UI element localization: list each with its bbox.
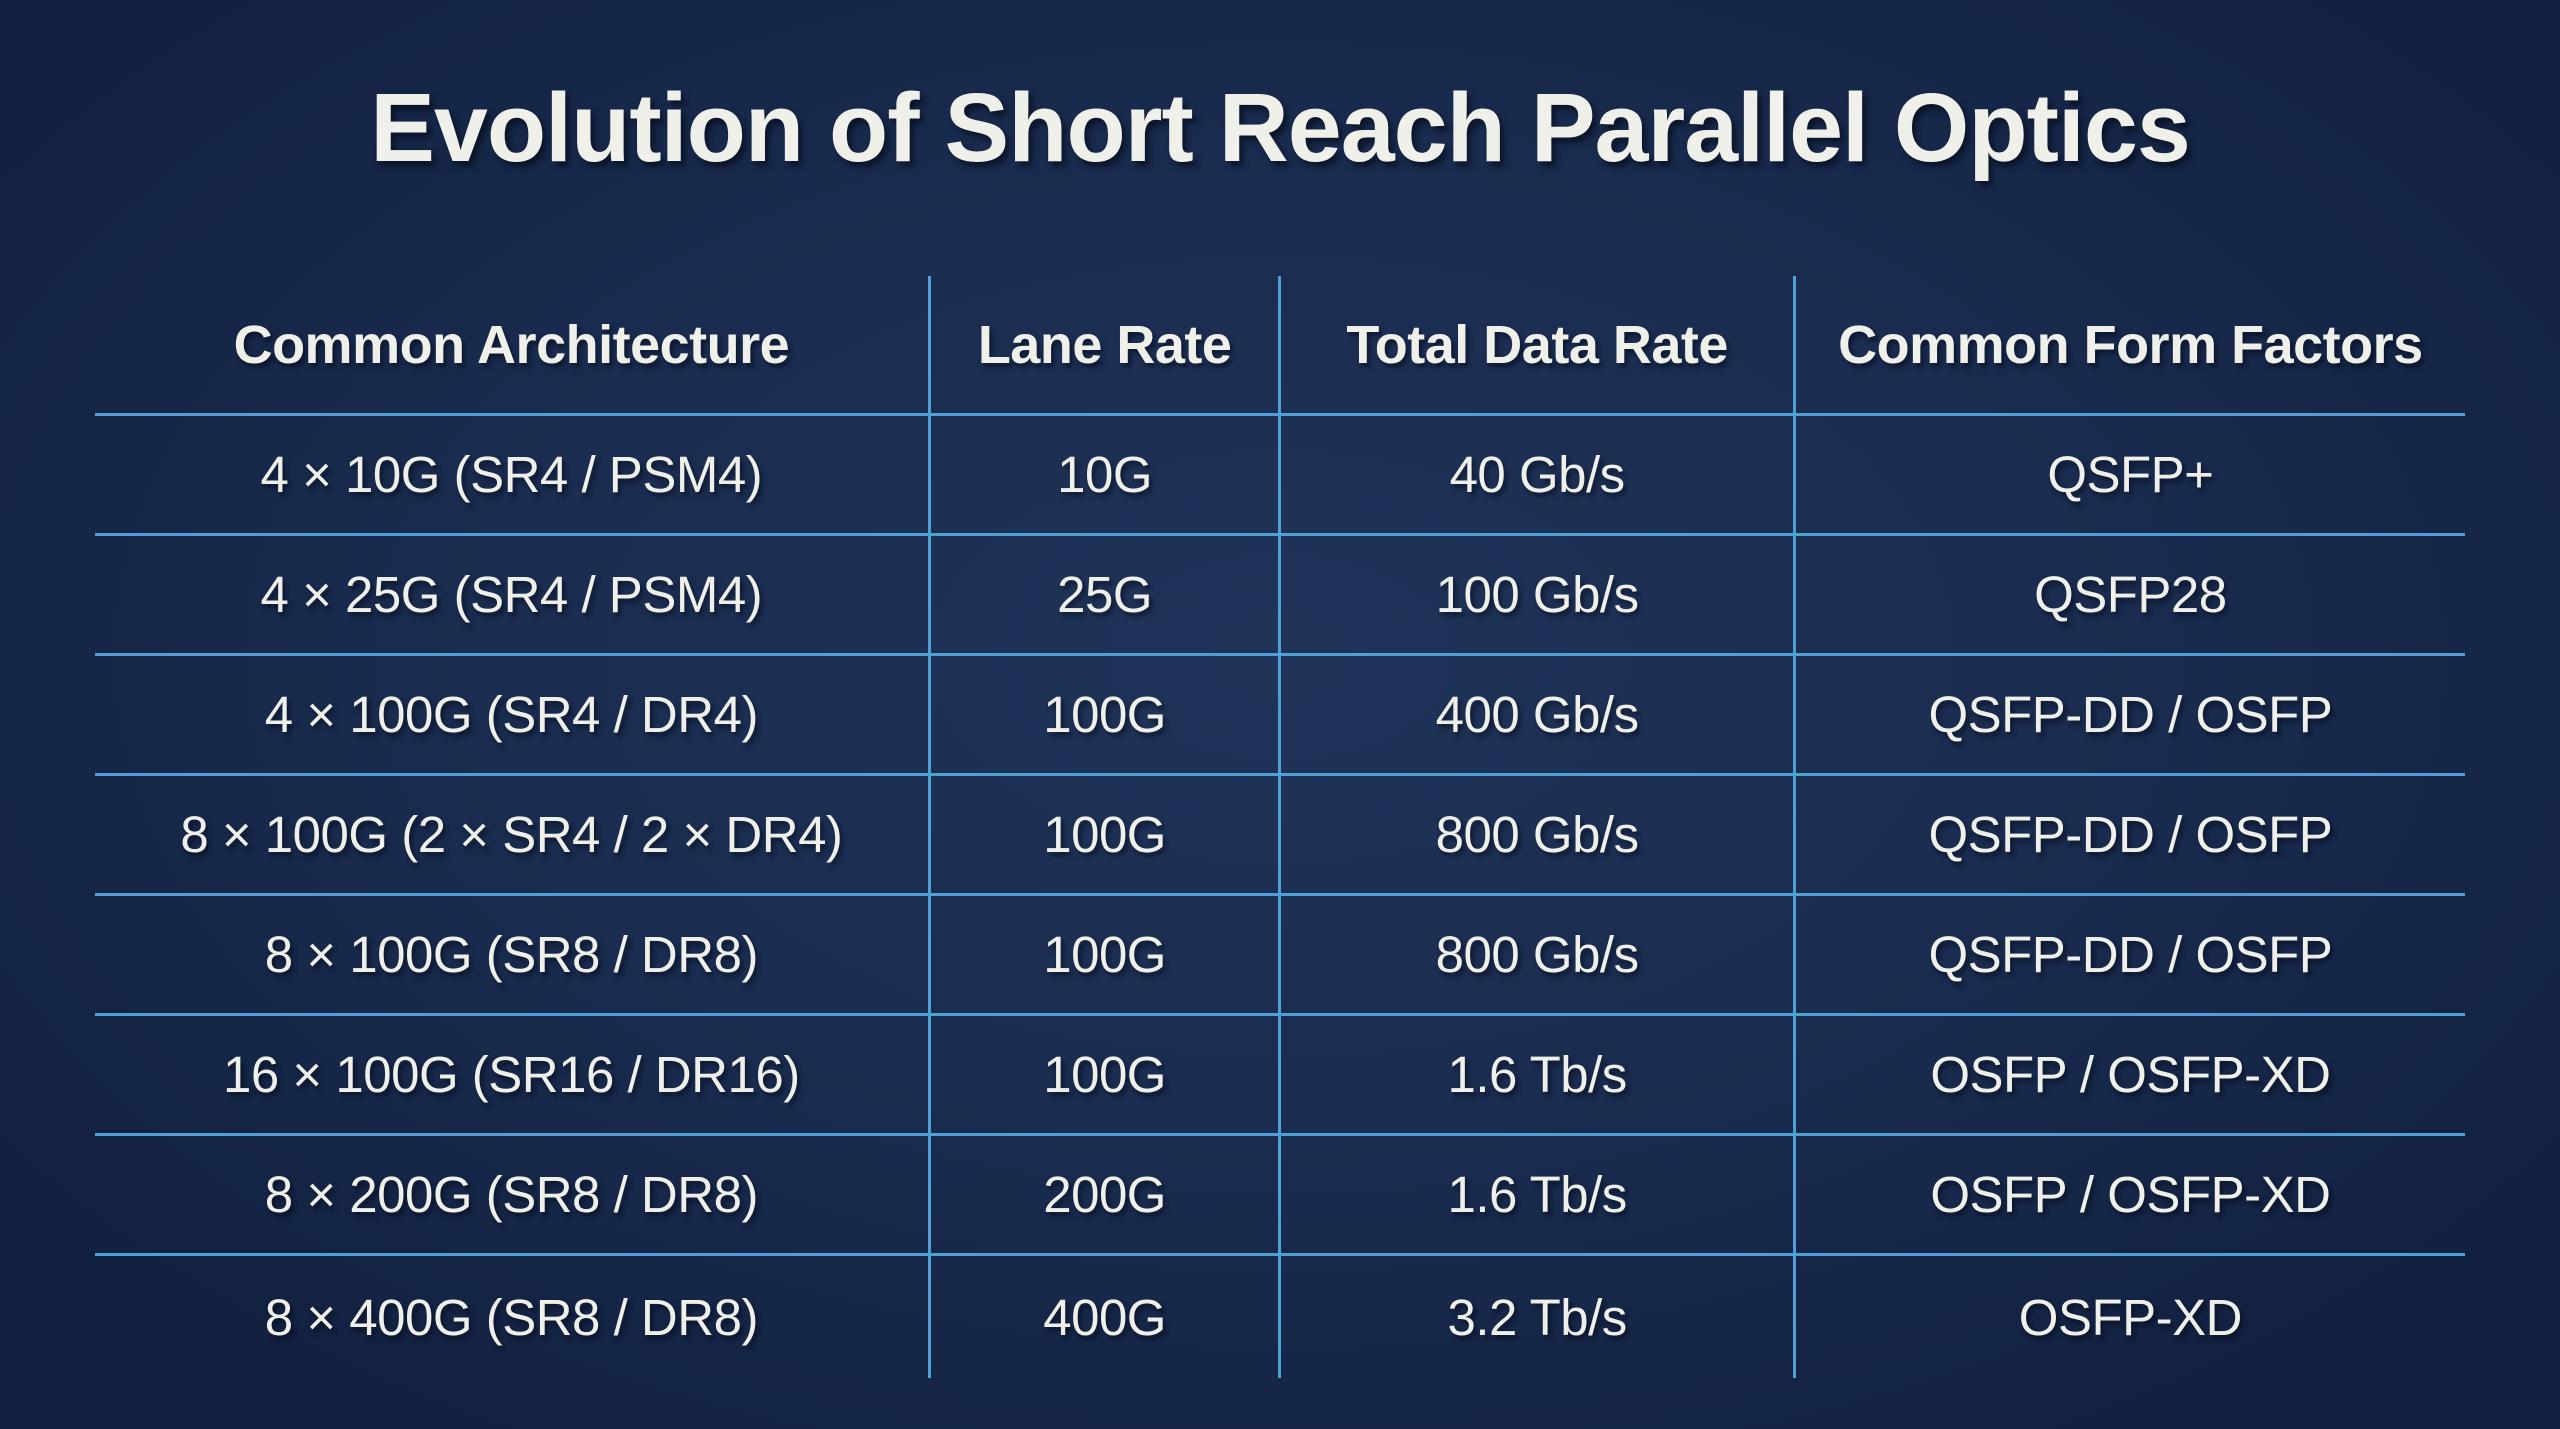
column-header: Total Data Rate bbox=[1279, 276, 1796, 416]
table-cell: 400G bbox=[929, 1254, 1282, 1378]
table-cell: 8 × 200G (SR8 / DR8) bbox=[95, 1134, 931, 1256]
table-cell: 1.6 Tb/s bbox=[1279, 1134, 1796, 1256]
table-cell: 25G bbox=[929, 534, 1282, 656]
table-row: 16 × 100G (SR16 / DR16) 100G 1.6 Tb/s OSFP … bbox=[95, 1014, 2465, 1136]
table-cell: 100G bbox=[929, 1014, 1282, 1136]
table-body: 4 × 10G (SR4 / PSM4) 10G 40 Gb/s QSFP+ 4 × 2… bbox=[95, 414, 2465, 1378]
column-header: Common Architecture bbox=[95, 276, 931, 416]
column-header: Common Form Factors bbox=[1794, 276, 2465, 416]
table-row: 4 × 25G (SR4 / PSM4) 25G 100 Gb/s QSFP28 bbox=[95, 534, 2465, 656]
table-cell: 40 Gb/s bbox=[1279, 414, 1796, 536]
table-cell: 16 × 100G (SR16 / DR16) bbox=[95, 1014, 931, 1136]
table-cell: QSFP-DD / OSFP bbox=[1794, 894, 2465, 1016]
table-cell: 200G bbox=[929, 1134, 1282, 1256]
table-cell: 100G bbox=[929, 774, 1282, 896]
table-cell: 4 × 10G (SR4 / PSM4) bbox=[95, 414, 931, 536]
table-cell: 4 × 100G (SR4 / DR4) bbox=[95, 654, 931, 776]
table-cell: 8 × 100G (2 × SR4 / 2 × DR4) bbox=[95, 774, 931, 896]
table-row: 8 × 400G (SR8 / DR8) 400G 3.2 Tb/s OSFP-XD bbox=[95, 1254, 2465, 1378]
table-cell: QSFP+ bbox=[1794, 414, 2465, 536]
table-cell: 100 Gb/s bbox=[1279, 534, 1796, 656]
table-header-row: Common Architecture Lane Rate Total Data R… bbox=[95, 276, 2465, 416]
table-cell: OSFP / OSFP-XD bbox=[1794, 1014, 2465, 1136]
table-cell: QSFP-DD / OSFP bbox=[1794, 654, 2465, 776]
table-row: 4 × 10G (SR4 / PSM4) 10G 40 Gb/s QSFP+ bbox=[95, 414, 2465, 536]
table-cell: 10G bbox=[929, 414, 1282, 536]
table-row: 8 × 200G (SR8 / DR8) 200G 1.6 Tb/s OSFP / O… bbox=[95, 1134, 2465, 1256]
table-cell: 800 Gb/s bbox=[1279, 774, 1796, 896]
table-cell: 800 Gb/s bbox=[1279, 894, 1796, 1016]
table-row: 4 × 100G (SR4 / DR4) 100G 400 Gb/s QSFP-DD … bbox=[95, 654, 2465, 776]
column-header: Lane Rate bbox=[929, 276, 1282, 416]
page-title: Evolution of Short Reach Parallel Optics bbox=[370, 73, 2191, 182]
table-cell: 1.6 Tb/s bbox=[1279, 1014, 1796, 1136]
table-cell: QSFP28 bbox=[1794, 534, 2465, 656]
table-cell: 100G bbox=[929, 654, 1282, 776]
table-cell: OSFP / OSFP-XD bbox=[1794, 1134, 2465, 1256]
table-cell: 8 × 100G (SR8 / DR8) bbox=[95, 894, 931, 1016]
table-cell: 8 × 400G (SR8 / DR8) bbox=[95, 1254, 931, 1378]
table-cell: 400 Gb/s bbox=[1279, 654, 1796, 776]
table-row: 8 × 100G (2 × SR4 / 2 × DR4) 100G 800 Gb/s… bbox=[95, 774, 2465, 896]
table-cell: 100G bbox=[929, 894, 1282, 1016]
table-cell: QSFP-DD / OSFP bbox=[1794, 774, 2465, 896]
optics-table: Common Architecture Lane Rate Total Data R… bbox=[95, 276, 2465, 1378]
table-cell: 3.2 Tb/s bbox=[1279, 1254, 1796, 1378]
table-row: 8 × 100G (SR8 / DR8) 100G 800 Gb/s QSFP-DD … bbox=[95, 894, 2465, 1016]
table-cell: 4 × 25G (SR4 / PSM4) bbox=[95, 534, 931, 656]
table-cell: OSFP-XD bbox=[2018, 1288, 2243, 1346]
